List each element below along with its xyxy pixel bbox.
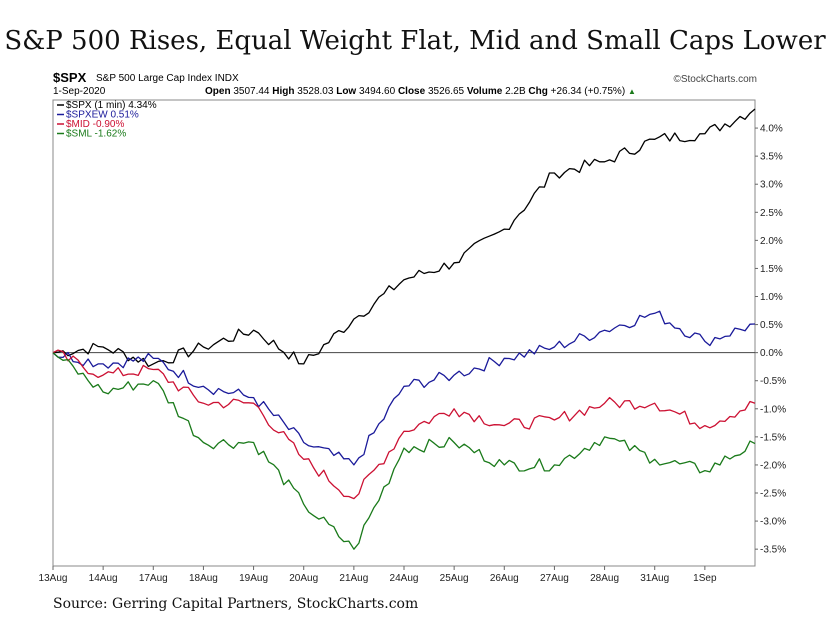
series-line bbox=[52, 349, 756, 500]
x-tick-label: 18Aug bbox=[189, 573, 218, 584]
low-value: 3494.60 bbox=[359, 86, 396, 97]
y-tick-label: -2.0% bbox=[760, 460, 786, 471]
y-tick-label: 2.5% bbox=[760, 208, 783, 219]
x-tick-label: 28Aug bbox=[590, 573, 619, 584]
series-line bbox=[52, 108, 756, 368]
x-tick-label: 13Aug bbox=[39, 573, 68, 584]
y-tick-label: 4.0% bbox=[760, 124, 783, 135]
legend-entry: $MID -0.90% bbox=[66, 119, 124, 130]
up-arrow-icon: ▲ bbox=[627, 87, 636, 96]
x-tick-label: 25Aug bbox=[440, 573, 469, 584]
index-name: S&P 500 Large Cap Index INDX bbox=[96, 73, 239, 84]
volume-label: Volume bbox=[466, 86, 503, 97]
series-line bbox=[52, 310, 756, 466]
y-tick-label: -3.0% bbox=[760, 517, 786, 528]
y-tick-label: 0.0% bbox=[760, 348, 783, 359]
x-tick-label: 24Aug bbox=[390, 573, 419, 584]
x-tick-label: 14Aug bbox=[89, 573, 118, 584]
chg-value: +26.34 (+0.75%) bbox=[550, 86, 626, 97]
chart-date: 1-Sep-2020 bbox=[53, 86, 106, 97]
y-tick-label: 1.5% bbox=[760, 264, 783, 275]
y-tick-label: 0.5% bbox=[760, 320, 783, 331]
index-full-name: S&P 500 Large Cap Index bbox=[96, 73, 213, 84]
y-tick-label: -0.5% bbox=[760, 376, 786, 387]
exchange-label: INDX bbox=[214, 73, 239, 84]
y-tick-label: -1.5% bbox=[760, 432, 786, 443]
series-line bbox=[52, 352, 756, 550]
chart-credit: ©StockCharts.com bbox=[673, 74, 757, 85]
y-tick-label: 3.5% bbox=[760, 152, 783, 163]
ohlc-summary: Open 3507.44 High 3528.03 Low 3494.60 Cl… bbox=[205, 86, 636, 97]
x-tick-label: 19Aug bbox=[239, 573, 268, 584]
open-value: 3507.44 bbox=[233, 86, 270, 97]
legend-entry: $SPXEW 0.51% bbox=[66, 110, 139, 121]
x-tick-label: 17Aug bbox=[139, 573, 168, 584]
y-tick-label: 1.0% bbox=[760, 292, 783, 303]
low-label: Low bbox=[336, 86, 357, 97]
x-tick-label: 31Aug bbox=[640, 573, 669, 584]
close-value: 3526.65 bbox=[427, 86, 465, 97]
chart-title: S&P 500 Rises, Equal Weight Flat, Mid an… bbox=[4, 26, 826, 56]
chg-label: Chg bbox=[528, 86, 548, 97]
x-tick-label: 20Aug bbox=[289, 573, 318, 584]
volume-value: 2.2B bbox=[505, 86, 526, 97]
y-tick-label: -1.0% bbox=[760, 404, 786, 415]
x-tick-label: 26Aug bbox=[490, 573, 519, 584]
source-note: Source: Gerring Capital Partners, StockC… bbox=[53, 596, 419, 612]
y-tick-label: -2.5% bbox=[760, 489, 786, 500]
y-tick-label: -3.5% bbox=[760, 545, 786, 556]
high-value: 3528.03 bbox=[297, 86, 334, 97]
y-tick-label: 3.0% bbox=[760, 180, 783, 191]
plot-frame bbox=[52, 99, 756, 567]
close-label: Close bbox=[397, 86, 426, 97]
high-label: High bbox=[272, 86, 295, 97]
legend-entry: $SML -1.62% bbox=[66, 129, 126, 140]
open-label: Open bbox=[205, 86, 231, 97]
x-tick-label: 1Sep bbox=[693, 573, 717, 584]
y-tick-label: 2.0% bbox=[760, 236, 783, 247]
x-tick-label: 27Aug bbox=[540, 573, 569, 584]
legend-entry: $SPX (1 min) 4.34% bbox=[66, 100, 157, 111]
ticker-symbol: $SPX bbox=[53, 70, 87, 85]
x-tick-label: 21Aug bbox=[339, 573, 368, 584]
